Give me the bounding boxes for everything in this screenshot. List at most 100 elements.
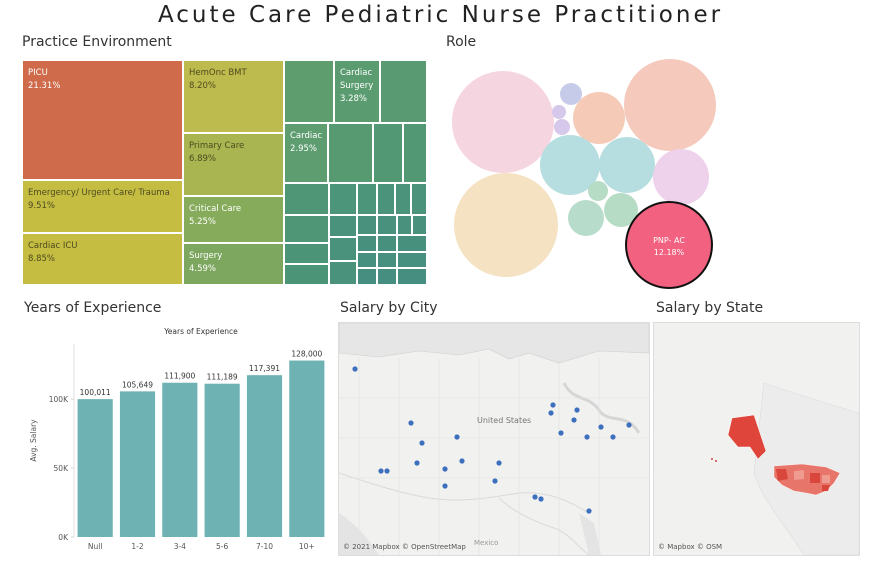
treemap-cell-small[interactable] bbox=[329, 215, 357, 237]
role-bubble[interactable] bbox=[624, 59, 716, 151]
treemap-cell-small[interactable] bbox=[377, 215, 397, 235]
role-bubble[interactable] bbox=[588, 181, 608, 201]
x-tick-label: 5-6 bbox=[216, 542, 228, 551]
treemap-label: PICU bbox=[28, 68, 48, 78]
treemap-cell-picu[interactable]: PICU 21.31% bbox=[22, 60, 183, 180]
city-dot[interactable] bbox=[492, 478, 498, 484]
role-bubble[interactable] bbox=[568, 200, 604, 236]
treemap-cell-small[interactable] bbox=[377, 235, 397, 252]
city-dot[interactable] bbox=[442, 466, 448, 472]
treemap-label: Cardiac bbox=[290, 131, 323, 141]
salary-by-city-map[interactable]: United States Mexico © 2021 Mapbox © Ope… bbox=[338, 322, 650, 556]
role-bubble[interactable] bbox=[452, 71, 554, 173]
treemap-cell-small[interactable] bbox=[329, 183, 357, 215]
treemap-cell-small[interactable] bbox=[284, 264, 329, 285]
treemap-cell-small[interactable] bbox=[357, 268, 377, 285]
bar-7-10[interactable] bbox=[246, 375, 283, 537]
treemap-cell-small[interactable] bbox=[357, 235, 377, 252]
treemap-cell-primary-care[interactable]: Primary Care 6.89% bbox=[183, 133, 284, 196]
treemap-cell-small[interactable] bbox=[373, 123, 403, 183]
city-dot[interactable] bbox=[384, 468, 390, 474]
role-bubble[interactable] bbox=[560, 83, 582, 105]
role-bubble[interactable] bbox=[552, 105, 566, 119]
role-bubble-pnp-ac[interactable]: PNP- AC 12.18% bbox=[625, 201, 713, 289]
city-dot[interactable] bbox=[496, 460, 502, 466]
treemap-cell-small[interactable] bbox=[284, 243, 329, 264]
treemap-cell-small[interactable] bbox=[397, 268, 427, 285]
x-tick-label: 10+ bbox=[299, 542, 315, 551]
treemap-cell-small[interactable] bbox=[411, 183, 427, 215]
city-dot[interactable] bbox=[538, 496, 544, 502]
role-bubble[interactable] bbox=[599, 137, 655, 193]
city-dot[interactable] bbox=[378, 468, 384, 474]
city-dot[interactable] bbox=[352, 366, 358, 372]
treemap-cell-critical-care[interactable]: Critical Care 5.25% bbox=[183, 196, 284, 243]
role-bubble[interactable] bbox=[554, 119, 570, 135]
treemap-cell-small[interactable] bbox=[397, 215, 412, 235]
treemap-cell-surgery[interactable]: Surgery 4.59% bbox=[183, 243, 284, 285]
treemap-cell-small[interactable] bbox=[403, 123, 427, 183]
role-bubble[interactable] bbox=[573, 92, 625, 144]
treemap-cell-cardiac-icu[interactable]: Cardiac ICU 8.85% bbox=[22, 233, 183, 285]
treemap-cell-small[interactable] bbox=[377, 183, 395, 215]
treemap-cell-emergency[interactable]: Emergency/ Urgent Care/ Trauma 9.51% bbox=[22, 180, 183, 233]
bar-value-label: 117,391 bbox=[249, 364, 280, 373]
bar-5-6[interactable] bbox=[204, 383, 240, 537]
city-dot[interactable] bbox=[550, 402, 556, 408]
bar-1-2[interactable] bbox=[119, 391, 156, 537]
city-dot[interactable] bbox=[454, 434, 460, 440]
city-dot[interactable] bbox=[586, 508, 592, 514]
bar-value-label: 111,900 bbox=[164, 372, 195, 381]
treemap-cell-cardiac[interactable]: Cardiac 2.95% bbox=[284, 123, 328, 183]
practice-environment-treemap[interactable]: PICU 21.31% Emergency/ Urgent Care/ Traum… bbox=[22, 60, 427, 285]
city-dot[interactable] bbox=[584, 434, 590, 440]
role-bubble[interactable] bbox=[653, 149, 709, 205]
treemap-cell-small[interactable] bbox=[357, 183, 377, 215]
treemap-cell-small[interactable] bbox=[329, 237, 357, 261]
city-dot[interactable] bbox=[419, 440, 425, 446]
treemap-cell-small[interactable] bbox=[395, 183, 411, 215]
salary-by-state-map[interactable]: © Mapbox © OSM bbox=[653, 322, 860, 556]
treemap-cell-hemonc-bmt[interactable]: HemOnc BMT 8.20% bbox=[183, 60, 284, 133]
treemap-cell-small[interactable] bbox=[412, 215, 427, 235]
alaska-region[interactable] bbox=[727, 414, 767, 460]
city-dot[interactable] bbox=[574, 407, 580, 413]
bar-chart-title: Years of Experience bbox=[163, 327, 238, 336]
treemap-cell-small[interactable] bbox=[357, 252, 377, 268]
city-dot[interactable] bbox=[408, 420, 414, 426]
city-dot[interactable] bbox=[548, 410, 554, 416]
city-dot[interactable] bbox=[558, 430, 564, 436]
bar-Null[interactable] bbox=[77, 399, 113, 537]
city-dot[interactable] bbox=[610, 434, 616, 440]
treemap-label: Primary Care bbox=[189, 141, 245, 151]
bar-chart-svg: Years of Experience Avg. Salary 0K 50K 100K 1… bbox=[29, 327, 325, 551]
treemap-cell-small[interactable] bbox=[284, 60, 334, 123]
city-dot[interactable] bbox=[571, 417, 577, 423]
city-dot[interactable] bbox=[626, 422, 632, 428]
salary-by-city-heading: Salary by City bbox=[340, 300, 438, 316]
city-dot[interactable] bbox=[459, 458, 465, 464]
treemap-cell-small[interactable] bbox=[380, 60, 427, 123]
role-bubble-chart[interactable]: PNP- AC 12.18% bbox=[444, 55, 724, 290]
treemap-cell-small[interactable] bbox=[377, 252, 397, 268]
treemap-cell-small[interactable] bbox=[328, 123, 373, 183]
dashboard-title: Acute Care Pediatric Nurse Practitioner bbox=[157, 2, 724, 28]
treemap-cell-small[interactable] bbox=[397, 235, 427, 252]
city-dot[interactable] bbox=[532, 494, 538, 500]
treemap-cell-small[interactable] bbox=[377, 268, 397, 285]
treemap-cell-small[interactable] bbox=[284, 215, 329, 243]
treemap-cell-small[interactable] bbox=[284, 183, 329, 215]
treemap-pct: 8.85% bbox=[28, 254, 56, 264]
role-bubble[interactable] bbox=[454, 173, 558, 277]
city-dot[interactable] bbox=[414, 460, 420, 466]
y-tick-label: 0K bbox=[58, 533, 69, 542]
treemap-cell-small[interactable] bbox=[329, 261, 357, 285]
x-tick-label: 1-2 bbox=[131, 542, 143, 551]
treemap-cell-small[interactable] bbox=[397, 252, 427, 268]
bar-10+[interactable] bbox=[289, 360, 325, 537]
treemap-cell-cardiac-surgery[interactable]: Cardiac Surgery 3.28% bbox=[334, 60, 380, 123]
treemap-cell-small[interactable] bbox=[357, 215, 377, 235]
city-dot[interactable] bbox=[442, 483, 448, 489]
bar-3-4[interactable] bbox=[162, 382, 198, 537]
city-dot[interactable] bbox=[598, 424, 604, 430]
